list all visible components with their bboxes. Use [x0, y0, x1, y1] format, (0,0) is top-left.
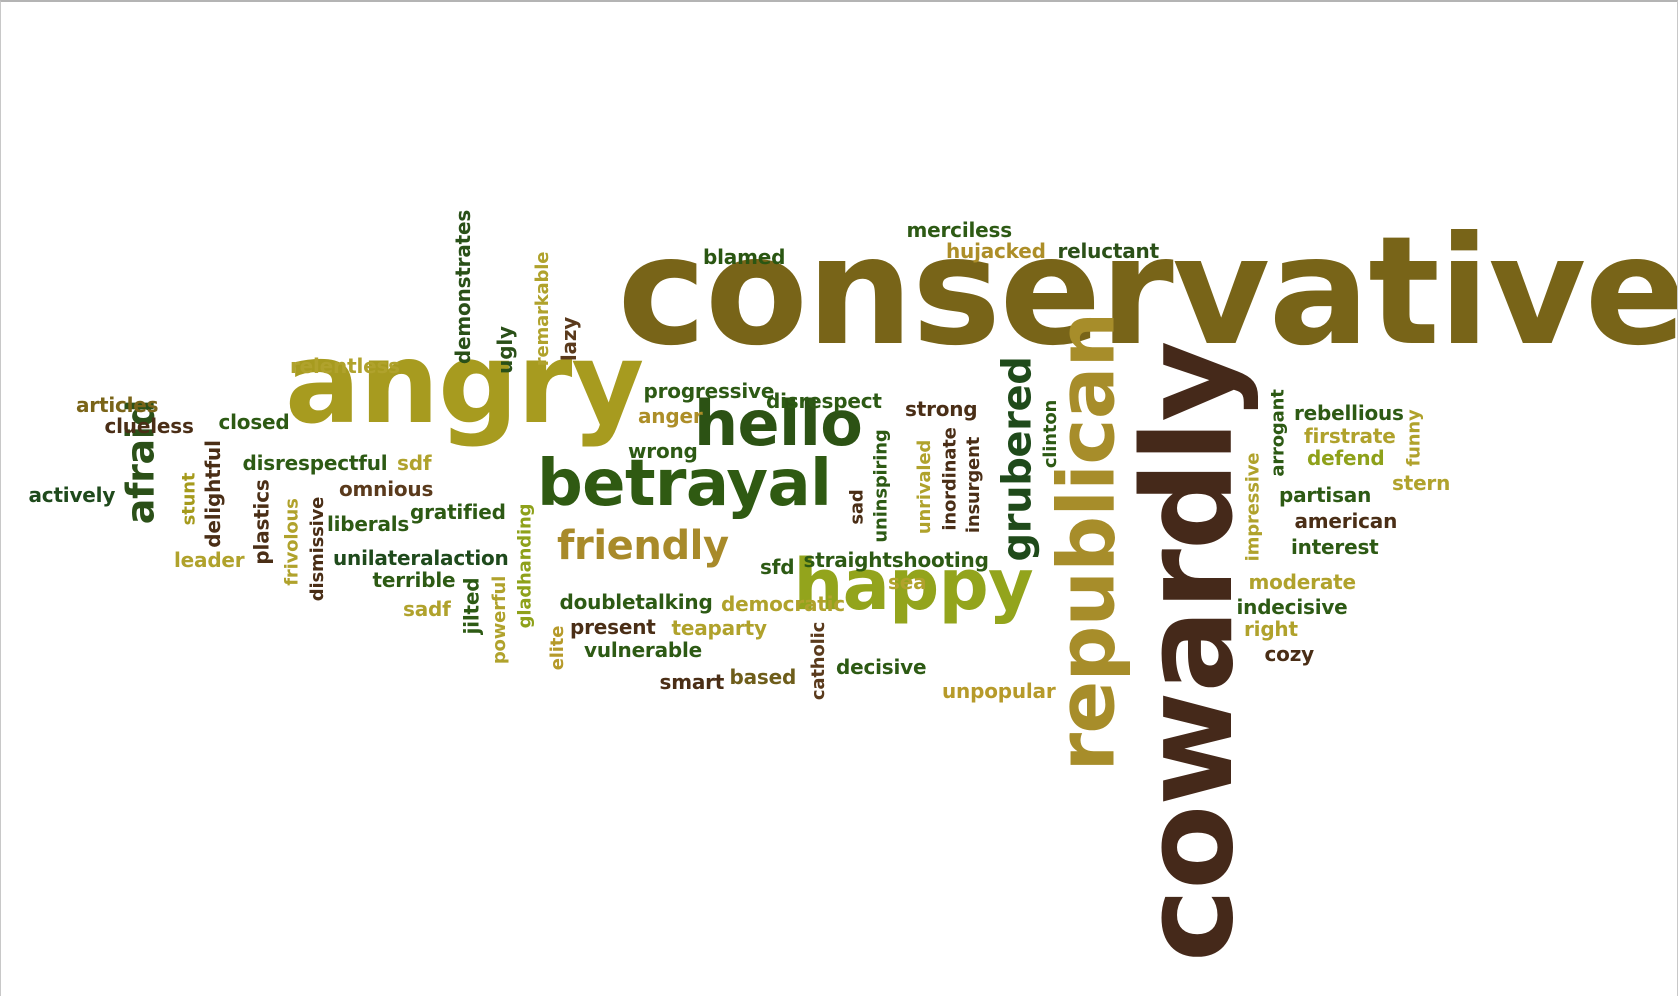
word-articles: articles: [76, 393, 159, 417]
word-american: american: [1294, 509, 1398, 533]
word-happy: happy: [793, 544, 1034, 626]
word-defend: defend: [1307, 446, 1385, 470]
word-republican: republican: [1041, 312, 1132, 772]
word-cowardly: cowardly: [1117, 341, 1262, 963]
word-ugly: ugly: [492, 326, 517, 374]
word-smart: smart: [659, 670, 725, 694]
word-rebellious: rebellious: [1294, 401, 1404, 425]
word-actively: actively: [28, 483, 116, 507]
word-stunt: stunt: [177, 472, 199, 526]
word-sea: sea: [888, 570, 927, 594]
word-decisive: decisive: [836, 655, 927, 679]
word-democratic: democratic: [721, 592, 845, 616]
word-hujacked: hujacked: [946, 239, 1046, 263]
word-disrespectful: disrespectful: [242, 451, 388, 475]
word-closed: closed: [218, 410, 290, 434]
word-liberals: liberals: [327, 512, 410, 536]
word-cozy: cozy: [1264, 642, 1315, 666]
word-hello: hello: [694, 387, 863, 460]
word-reluctant: reluctant: [1057, 239, 1160, 263]
word-jilted: jilted: [458, 577, 483, 635]
word-anger: anger: [638, 404, 703, 428]
word-grubered: grubered: [993, 356, 1040, 562]
word-friendly: friendly: [557, 523, 729, 569]
word-right: right: [1244, 617, 1298, 641]
word-delightful: delightful: [200, 440, 225, 548]
word-impressive: impressive: [1241, 452, 1263, 562]
top-border: [1, 0, 598, 2]
word-moderate: moderate: [1248, 570, 1357, 594]
word-uninspiring: uninspiring: [870, 429, 892, 543]
word-partisan: partisan: [1279, 483, 1372, 507]
word-remarkable: remarkable: [532, 251, 554, 367]
word-present: present: [570, 615, 656, 639]
word-sfd: sfd: [760, 555, 795, 579]
word-blamed: blamed: [703, 245, 786, 269]
word-lazy: lazy: [557, 316, 582, 362]
word-gratified: gratified: [410, 500, 506, 524]
word-conservative: conservative: [617, 205, 1678, 379]
word-leader: leader: [174, 548, 245, 572]
word-powerful: powerful: [489, 575, 511, 665]
word-clinton: clinton: [1040, 399, 1062, 469]
word-indecisive: indecisive: [1236, 595, 1348, 619]
word-angry: angry: [285, 319, 644, 449]
word-clueless: clueless: [104, 414, 194, 438]
word-wrong: wrong: [628, 439, 698, 463]
word-progressive: progressive: [643, 379, 775, 403]
word-unilateralaction: unilateralaction: [333, 546, 509, 570]
word-plastics: plastics: [249, 479, 274, 565]
word-relentless: relentless: [290, 354, 400, 378]
word-based: based: [729, 665, 797, 689]
word-sadf: sadf: [403, 597, 451, 621]
word-unpopular: unpopular: [942, 679, 1056, 703]
word-teaparty: teaparty: [671, 616, 767, 640]
word-betrayal: betrayal: [537, 447, 832, 521]
word-demonstrates: demonstrates: [451, 209, 476, 365]
word-insurgent: insurgent: [963, 436, 985, 534]
word-vulnerable: vulnerable: [584, 638, 703, 662]
word-firstrate: firstrate: [1304, 424, 1396, 448]
word-frivolous: frivolous: [281, 498, 303, 586]
word-terrible: terrible: [372, 568, 456, 592]
word-interest: interest: [1291, 535, 1379, 559]
word-funny: funny: [1403, 409, 1425, 467]
word-elite: elite: [547, 625, 569, 671]
word-inordinate: inordinate: [939, 427, 961, 531]
word-sad: sad: [846, 489, 868, 525]
word-doubletalking: doubletalking: [559, 590, 713, 614]
word-dismissive: dismissive: [307, 496, 329, 602]
word-stern: stern: [1392, 471, 1451, 495]
word-catholic: catholic: [808, 621, 830, 701]
word-disrespect: disrespect: [766, 389, 882, 413]
word-merciless: merciless: [906, 218, 1013, 242]
word-gladhanding: gladhanding: [513, 503, 535, 629]
word-unrivaled: unrivaled: [914, 439, 936, 535]
word-arrogant: arrogant: [1267, 389, 1289, 477]
word-sdf: sdf: [397, 451, 432, 475]
word-omnious: omnious: [339, 477, 434, 501]
word-strong: strong: [905, 397, 978, 421]
word-straightshooting: straightshooting: [803, 548, 989, 572]
